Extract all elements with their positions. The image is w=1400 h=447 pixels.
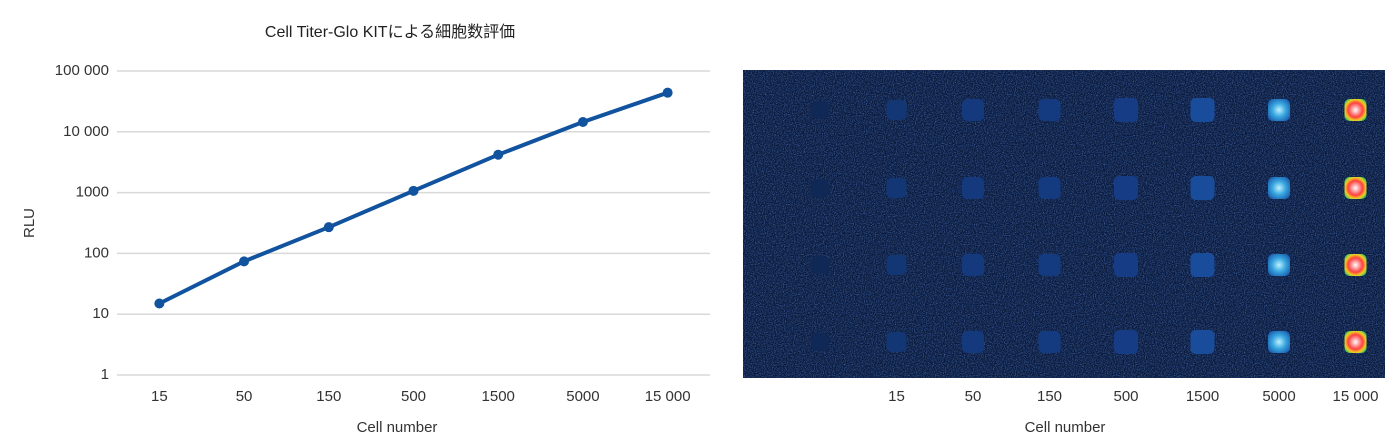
well-spot [962, 331, 984, 353]
x-tick-label: 500 [1113, 388, 1138, 405]
data-point [239, 256, 250, 267]
well-spot [962, 177, 984, 199]
x-axis-label: Cell number [1025, 419, 1106, 436]
x-tick-label: 50 [965, 388, 982, 405]
y-tick-label: 1 [101, 366, 109, 383]
x-tick-label: 15 [888, 388, 905, 405]
well-spot [1344, 331, 1367, 353]
chart-title: Cell Titer-Glo KITによる細胞数評価 [265, 23, 515, 41]
x-tick-label: 15 000 [645, 388, 691, 405]
data-point [323, 222, 334, 233]
y-tick-label: 1000 [76, 184, 109, 201]
well-spot [1190, 330, 1215, 354]
data-point [493, 149, 504, 160]
x-tick-label: 5000 [566, 388, 599, 405]
well-spot [1190, 176, 1215, 200]
x-tick-label: 1500 [482, 388, 515, 405]
x-tick-label: 150 [1037, 388, 1062, 405]
well-spot [1268, 99, 1290, 121]
well-spot [1190, 98, 1215, 122]
x-tick-label: 15 [151, 388, 168, 405]
well-spot [1268, 254, 1290, 276]
data-point [154, 298, 165, 309]
x-axis-label: Cell number [357, 419, 438, 436]
y-tick-label: 10 000 [63, 123, 109, 140]
well-spot [811, 256, 829, 274]
well-spot [1268, 331, 1290, 353]
x-tick-label: 1500 [1186, 388, 1219, 405]
well-spot [1344, 99, 1367, 121]
y-tick-label: 100 [84, 244, 109, 261]
well-spot [811, 179, 829, 197]
well-spot [811, 333, 829, 351]
well-spot [1114, 330, 1138, 354]
y-axis-label: RLU [21, 208, 38, 238]
well-spot [886, 178, 907, 198]
y-tick-label: 100 000 [55, 62, 109, 79]
well-spot [1344, 177, 1367, 199]
well-spot [1038, 177, 1061, 199]
y-tick-label: 10 [92, 305, 109, 322]
well-spot [1190, 253, 1215, 277]
x-tick-label: 150 [316, 388, 341, 405]
well-spot [1268, 177, 1290, 199]
well-spot [886, 255, 907, 275]
well-spot [1038, 254, 1061, 276]
well-spot [962, 99, 984, 121]
data-line [158, 90, 669, 306]
well-spot [1038, 331, 1061, 353]
plate-noise [743, 70, 1385, 378]
x-tick-label: 50 [236, 388, 253, 405]
data-point [577, 116, 588, 127]
data-point [662, 87, 673, 98]
well-spot [1114, 253, 1138, 277]
well-spot [1114, 98, 1138, 122]
well-spot [1344, 254, 1367, 276]
well-spot [886, 100, 907, 120]
well-spot [1038, 99, 1061, 121]
x-tick-label: 500 [401, 388, 426, 405]
x-tick-label: 15 000 [1333, 388, 1379, 405]
well-spot [1114, 176, 1138, 200]
well-spot [962, 254, 984, 276]
data-point [408, 185, 419, 196]
well-spot [811, 101, 829, 119]
well-spot [886, 332, 907, 352]
x-tick-label: 5000 [1262, 388, 1295, 405]
